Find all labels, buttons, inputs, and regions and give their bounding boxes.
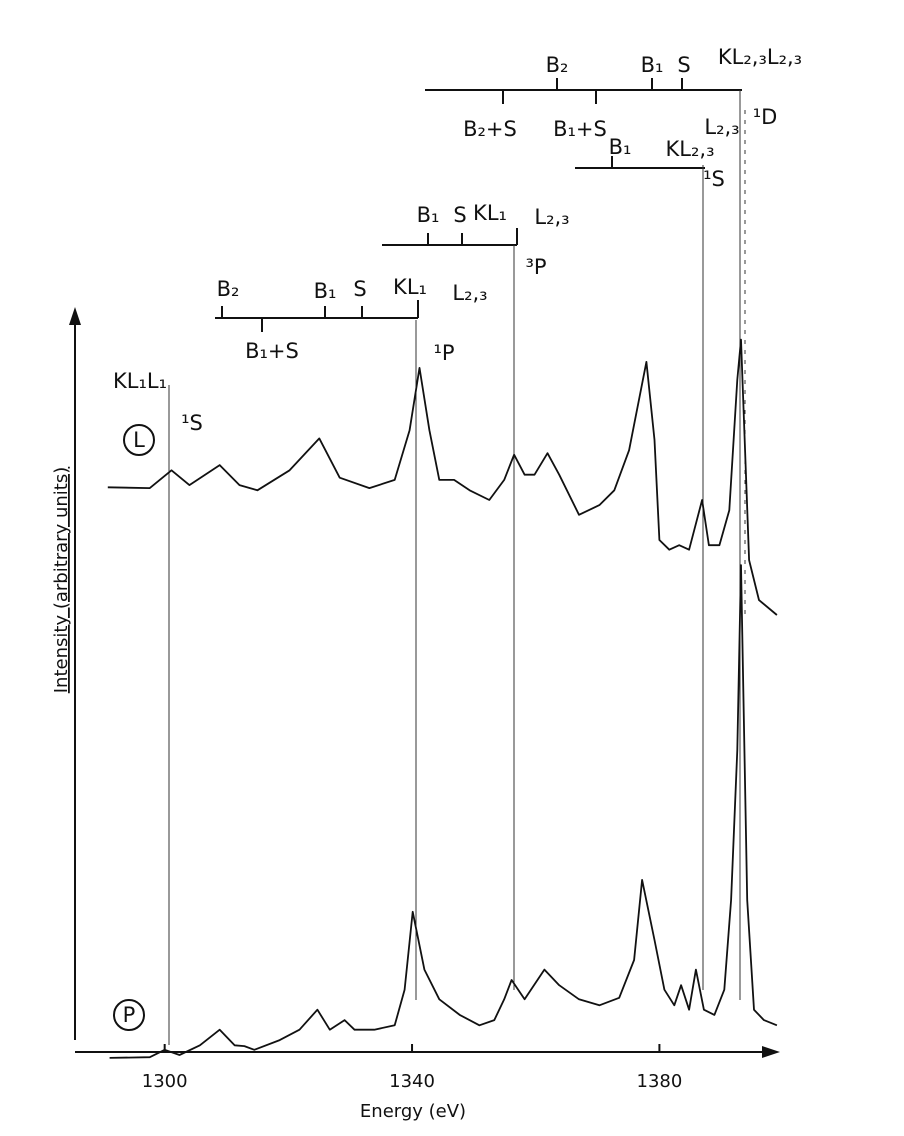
annotation: B₁ <box>609 135 632 159</box>
series-label: L <box>133 428 145 452</box>
annotation: B₁ <box>641 53 664 77</box>
annotation: B₁+S <box>553 117 607 141</box>
x-tick-label: 1380 <box>637 1071 683 1092</box>
annotation: B₁+S <box>245 339 299 363</box>
annotation: KL₁ <box>473 201 507 225</box>
y-axis-arrow <box>69 307 81 325</box>
annotation: ¹D <box>753 105 778 129</box>
x-axis-arrow <box>762 1046 780 1058</box>
annotation: S <box>353 277 366 301</box>
x-tick-label: 1340 <box>389 1071 435 1092</box>
annotation: L₂,₃ <box>452 281 487 305</box>
x-tick-label: 1300 <box>142 1071 188 1092</box>
annotation: L₂,₃ <box>704 115 739 139</box>
series-label: P <box>123 1003 136 1027</box>
annotation: B₁ <box>417 203 440 227</box>
annotation: S <box>453 203 466 227</box>
annotation: ³P <box>525 255 546 279</box>
annotation: KL₁ <box>393 275 427 299</box>
term-ladders <box>215 78 742 332</box>
reference-lines <box>168 90 746 1045</box>
series-badge <box>113 999 145 1031</box>
annotation: B₂+S <box>463 117 517 141</box>
annotation: S <box>677 53 690 77</box>
annotation: KL₂,₃L₂,₃ <box>718 45 802 69</box>
annotation: L₂,₃ <box>534 205 569 229</box>
annotation: KL₁L₁ <box>113 369 167 393</box>
annotation: KL₂,₃ <box>666 137 715 161</box>
spectrum-line <box>107 338 778 616</box>
spectrum-line <box>109 564 778 1059</box>
annotation: B₂ <box>546 53 569 77</box>
annotation: B₁ <box>314 279 337 303</box>
y-axis-label: Intensity (arbitrary units) <box>51 467 72 694</box>
annotation: ¹S <box>703 167 725 191</box>
series-badge <box>123 424 155 456</box>
annotation: ¹P <box>433 341 454 365</box>
annotation: ¹S <box>181 411 203 435</box>
x-axis-label: Energy (eV) <box>360 1101 466 1122</box>
annotation: B₂ <box>217 277 240 301</box>
